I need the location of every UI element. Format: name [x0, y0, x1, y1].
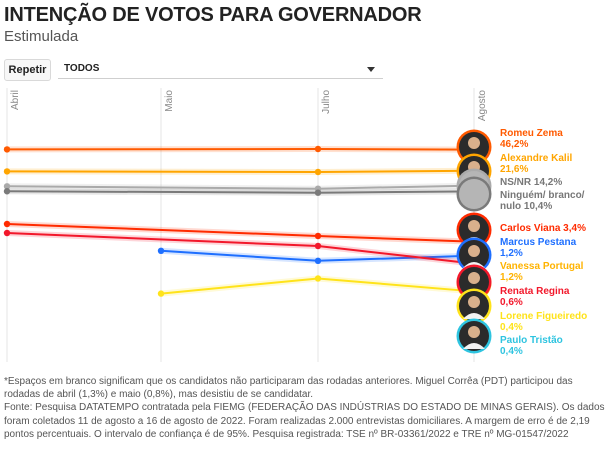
series-label: Alexandre Kalil 21,6%	[500, 153, 572, 175]
data-point	[314, 145, 322, 153]
data-point	[157, 247, 165, 254]
series-line	[6, 190, 475, 194]
series-label-line: 21,6%	[500, 164, 528, 175]
filter-value: TODOS	[64, 63, 100, 74]
series-label-line: Alexandre Kalil	[500, 153, 572, 164]
avatar-face	[468, 137, 480, 149]
series-label-line: Romeu Zema	[500, 128, 563, 139]
data-point	[3, 188, 11, 195]
series-line	[6, 169, 475, 174]
series-label: NS/NR 14,2%	[500, 177, 562, 188]
data-point	[314, 257, 322, 264]
series-line	[6, 223, 475, 243]
data-point	[3, 168, 11, 175]
candidate-avatar	[456, 318, 492, 354]
series-label: Renata Regina 0,6%	[500, 286, 570, 308]
data-point	[3, 220, 11, 228]
series-label: Ninguém/ branco/nulo 10,4%	[500, 190, 585, 212]
series-label-line: 1,2%	[500, 272, 523, 283]
x-tick-label: Abril	[10, 90, 21, 110]
data-point	[314, 232, 322, 240]
series-label-line: Carlos Viana 3,4%	[500, 223, 586, 234]
chart-title: INTENÇÃO DE VOTOS PARA GOVERNADOR	[4, 4, 422, 26]
series-label-line: Vanessa Portugal	[500, 261, 584, 272]
chevron-down-icon	[367, 67, 375, 72]
series-label-line: Renata Regina	[500, 286, 570, 297]
x-tick-label: Agosto	[477, 90, 488, 122]
candidate-avatar	[456, 212, 492, 248]
data-point	[3, 146, 11, 153]
series-label-line: Ninguém/ branco/	[500, 190, 585, 201]
avatar-face	[468, 326, 480, 338]
series-line	[6, 147, 475, 151]
series-label-line: 0,6%	[500, 297, 523, 308]
footnote: *Espaços em branco significam que os can…	[4, 375, 608, 441]
data-point	[314, 168, 322, 176]
footnote-note: *Espaços em branco significam que os can…	[4, 376, 573, 401]
avatar-photo	[459, 179, 489, 209]
series-label: Marcus Pestana 1,2%	[500, 237, 577, 259]
data-point	[314, 275, 322, 282]
x-tick-label: Maio	[164, 90, 175, 112]
avatar-face	[468, 272, 480, 284]
data-point	[3, 229, 11, 237]
data-point	[157, 290, 165, 297]
series-label-line: NS/NR 14,2%	[500, 177, 562, 188]
x-tick-label: Julho	[321, 90, 332, 114]
series-label-line: nulo 10,4%	[500, 201, 552, 212]
data-point	[3, 183, 11, 190]
data-point	[314, 242, 322, 250]
candidate-avatar	[456, 176, 492, 212]
series-label-line: 1,2%	[500, 248, 523, 259]
avatar-shirt	[463, 343, 485, 349]
avatar-face	[468, 296, 480, 308]
avatar-face	[468, 220, 480, 232]
series-label: Romeu Zema 46,2%	[500, 128, 563, 150]
series-label: Vanessa Portugal 1,2%	[500, 261, 584, 283]
series-label: Paulo Tristão 0,4%	[500, 335, 563, 357]
series-label-line: 46,2%	[500, 139, 528, 150]
candidate-filter-select[interactable]: TODOS	[58, 59, 383, 79]
series-label: Lorene Figueiredo 0,4%	[500, 311, 587, 333]
data-point	[314, 189, 322, 196]
series-label-line: Lorene Figueiredo	[500, 311, 587, 322]
series-label-line: Marcus Pestana	[500, 237, 577, 248]
series-label-line: 0,4%	[500, 322, 523, 333]
avatar-face	[468, 245, 480, 257]
series-label: Carlos Viana 3,4%	[500, 223, 586, 234]
line-chart: Abril Maio Julho Agosto Romeu Zema 46,2% Alexa…	[3, 88, 587, 362]
avatar-shirt	[463, 313, 485, 319]
repeat-button[interactable]: Repetir	[4, 59, 51, 81]
footnote-source: Fonte: Pesquisa DATATEMPO contratada pel…	[4, 402, 605, 440]
series-label-line: 0,4%	[500, 346, 523, 357]
candidate-avatar	[456, 264, 492, 300]
series-label-line: Paulo Tristão	[500, 335, 563, 346]
candidate-avatar	[456, 288, 492, 324]
chart-subtitle: Estimulada	[4, 28, 79, 45]
